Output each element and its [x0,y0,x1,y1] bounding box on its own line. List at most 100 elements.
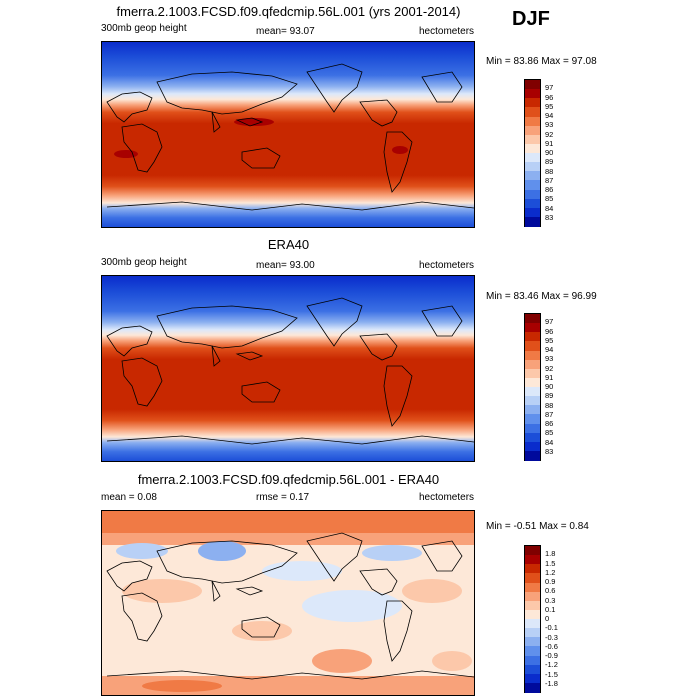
colorbar-cell [525,341,540,351]
colorbar-tick-label: 0 [545,614,550,623]
colorbar-tick-label: -1.2 [545,660,558,670]
colorbar-cell [525,198,540,209]
colorbar-tick-label: 96 [545,92,554,102]
colorbar-cell [525,600,540,611]
colorbar-cell [525,80,540,90]
panel1-mean-label: mean= 93.07 [256,26,315,37]
panel3-minmax-label: Min = -0.51 Max = 0.84 [486,521,589,532]
colorbar-tick-label: 0.3 [545,595,556,605]
colorbar-tick-label: 90 [545,148,554,157]
colorbar-tick-label: 1.2 [545,567,556,577]
panel3-title: fmerra.2.1003.FCSD.f09.qfedcmip.56L.001 … [137,472,440,487]
panel2-title: ERA40 [267,237,310,252]
panel3-units-label: hectometers [419,492,475,503]
colorbar-tick-label: 96 [545,326,554,336]
colorbar-cell [525,368,540,379]
colorbar-cell [525,591,540,602]
colorbar-cell [525,646,540,656]
colorbar-tick-label: 93 [545,120,554,130]
panel1-title: fmerra.2.1003.FCSD.f09.qfedcmip.56L.001 … [116,4,461,19]
panel2-variable-label: 300mb geop height [101,257,187,268]
colorbar-tick-label: 94 [545,345,554,354]
panel3-mean-label: mean = 0.08 [101,492,157,503]
colorbar-tick-label: 95 [545,335,554,345]
panel2-colorbar [524,313,541,461]
panel3-colorbar [524,545,541,693]
colorbar-tick-label: 83 [545,446,554,456]
colorbar-cell [525,189,540,200]
colorbar-tick-label: 97 [545,83,554,93]
panel3-map [101,510,475,696]
colorbar-cell [525,162,540,172]
colorbar-cell [525,125,540,136]
colorbar-tick-label: 88 [545,166,554,176]
colorbar-tick-label: 92 [545,363,554,373]
colorbar-cell [525,655,540,666]
colorbar-tick-label: 91 [545,372,554,382]
colorbar-cell [525,350,540,361]
colorbar-cell [525,423,540,434]
colorbar-tick-label: 88 [545,400,554,410]
colorbar-tick-label: -0.6 [545,641,558,651]
panel2-mean-label: mean= 93.00 [256,260,315,271]
colorbar-tick-label: -0.9 [545,651,558,660]
colorbar-tick-label: 85 [545,194,554,204]
colorbar-cell [525,564,540,574]
colorbar-cell [525,414,540,424]
panel2-map [101,275,475,462]
colorbar-tick-label: 90 [545,382,554,391]
colorbar-tick-label: -0.1 [545,623,558,633]
colorbar-cell [525,171,540,181]
colorbar-cell [525,134,540,145]
colorbar-cell [525,441,540,452]
colorbar-cell [525,180,540,190]
colorbar-cell [525,450,540,461]
colorbar-cell [525,387,540,397]
panel1-variable-label: 300mb geop height [101,23,187,34]
colorbar-tick-label: 0.9 [545,577,556,586]
colorbar-tick-label: 93 [545,354,554,364]
colorbar-cell [525,323,540,333]
colorbar-cell [525,573,540,583]
season-label: DJF [512,8,550,30]
colorbar-tick-label: 1.5 [545,558,556,568]
colorbar-tick-label: 91 [545,138,554,148]
panel2-units-label: hectometers [419,260,475,271]
colorbar-tick-label: 87 [545,175,554,185]
colorbar-cell [525,207,540,218]
colorbar-cell [525,396,540,406]
colorbar-cell [525,637,540,647]
colorbar-cell [525,89,540,99]
colorbar-tick-label: -1.5 [545,669,558,679]
colorbar-tick-label: 86 [545,185,554,194]
colorbar-tick-label: 84 [545,203,554,213]
colorbar-cell [525,107,540,117]
colorbar-cell [525,359,540,370]
colorbar-cell [525,98,540,108]
colorbar-cell [525,619,540,629]
panel3-rmse-label: rmse = 0.17 [256,492,310,503]
colorbar-cell [525,216,540,227]
colorbar-tick-label: -0.3 [545,632,558,642]
colorbar-cell [525,153,540,163]
colorbar-tick-label: 0.6 [545,586,556,596]
panel1-colorbar [524,79,541,227]
colorbar-cell [525,582,540,593]
colorbar-cell [525,405,540,415]
panel1-map [101,41,475,228]
colorbar-tick-label: 89 [545,157,554,167]
colorbar-cell [525,628,540,638]
colorbar-cell [525,116,540,127]
panel1-units-label: hectometers [419,26,475,37]
colorbar-cell [525,609,540,620]
colorbar-cell [525,673,540,684]
colorbar-cell [525,332,540,342]
colorbar-tick-label: -1.8 [545,678,558,688]
panel1-minmax-label: Min = 83.86 Max = 97.08 [486,56,597,67]
colorbar-tick-label: 95 [545,101,554,111]
colorbar-tick-label: 86 [545,419,554,428]
colorbar-tick-label: 87 [545,409,554,419]
colorbar-tick-label: 85 [545,428,554,438]
colorbar-tick-label: 92 [545,129,554,139]
colorbar-tick-label: 1.8 [545,549,556,559]
